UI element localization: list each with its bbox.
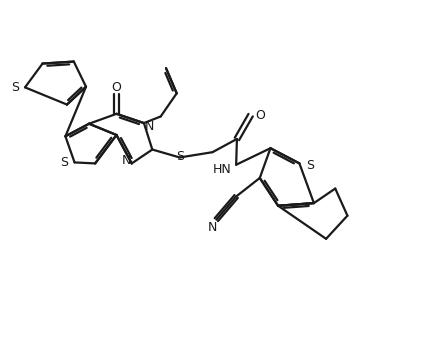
- Text: S: S: [176, 150, 184, 163]
- Text: N: N: [122, 154, 131, 167]
- Text: S: S: [11, 81, 19, 94]
- Text: O: O: [111, 81, 122, 94]
- Text: N: N: [145, 120, 154, 133]
- Text: S: S: [60, 156, 68, 169]
- Text: HN: HN: [213, 163, 232, 176]
- Text: S: S: [306, 159, 314, 172]
- Text: O: O: [256, 109, 265, 122]
- Text: N: N: [208, 221, 217, 234]
